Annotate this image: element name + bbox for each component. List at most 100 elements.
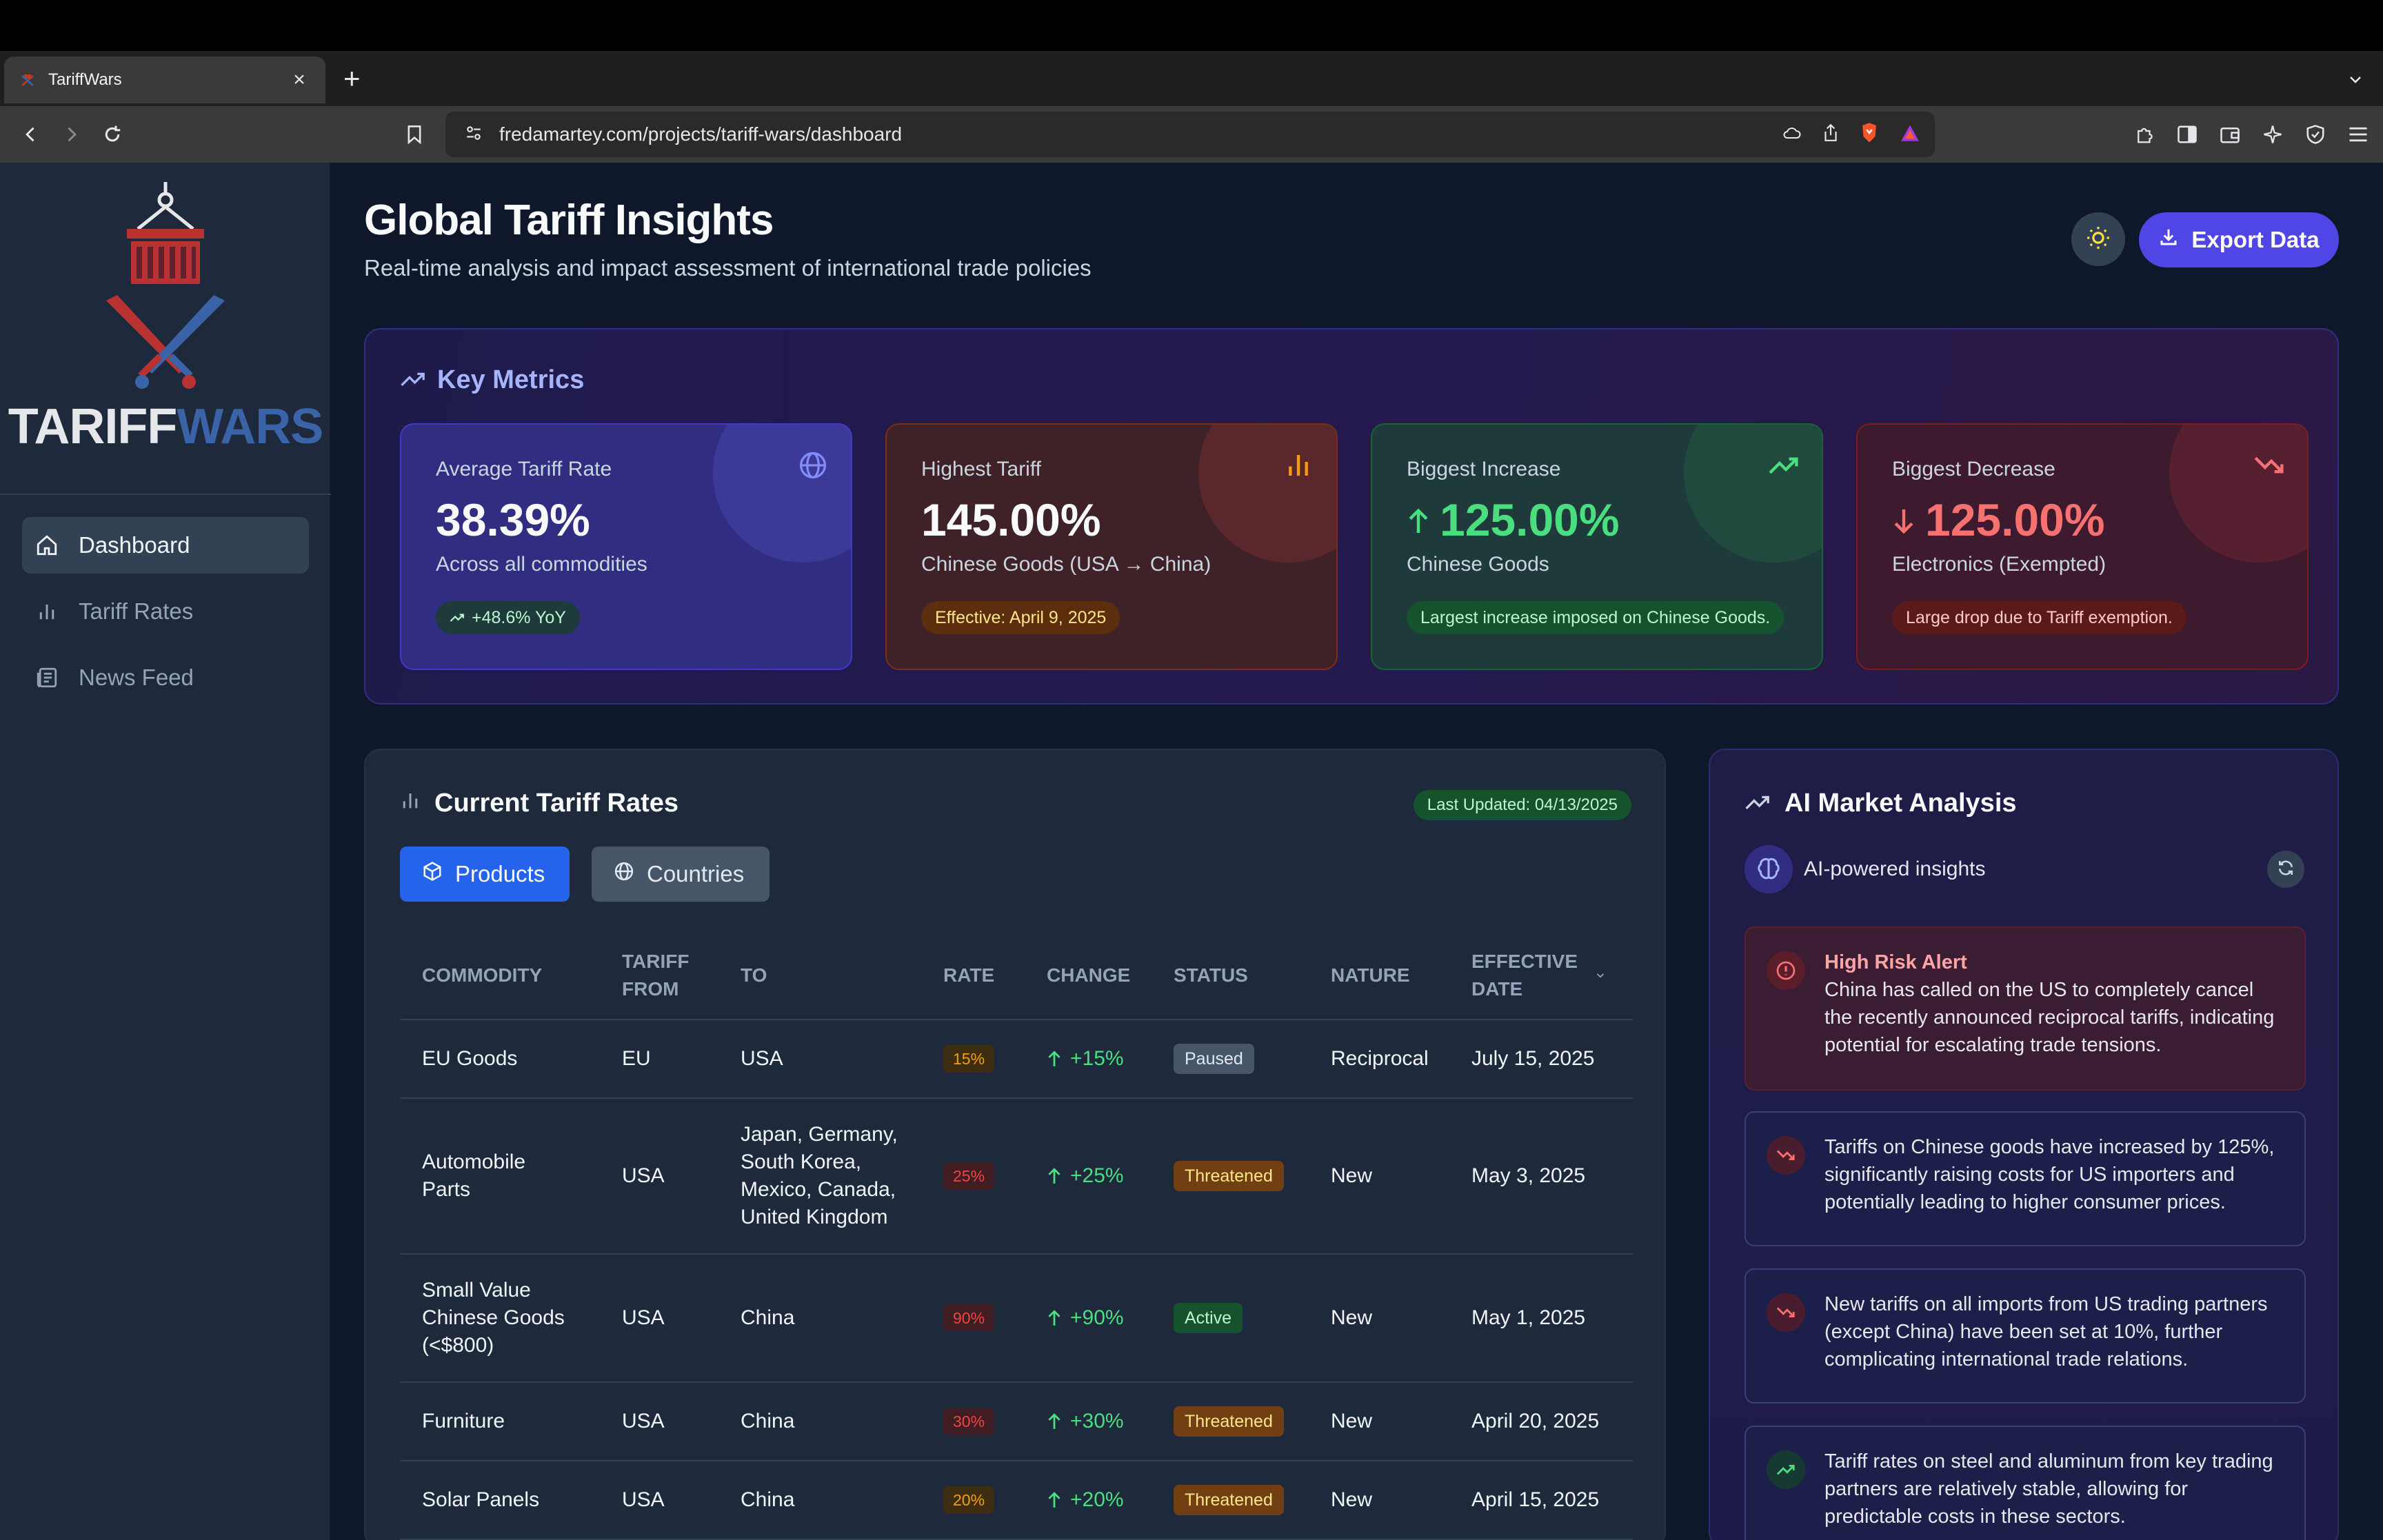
cell-date: May 1, 2025 bbox=[1471, 1306, 1586, 1329]
cell-date: April 15, 2025 bbox=[1471, 1488, 1600, 1511]
new-tab-button[interactable]: + bbox=[343, 62, 361, 94]
cell-date: May 3, 2025 bbox=[1471, 1164, 1586, 1187]
cell-from: USA bbox=[622, 1410, 665, 1432]
column-header[interactable]: EFFECTIVE DATE bbox=[1471, 951, 1578, 1000]
tab-products[interactable]: Products bbox=[400, 847, 570, 902]
cell-commodity: Small Value Chinese Goods (<$800) bbox=[422, 1279, 565, 1357]
wallet-icon[interactable] bbox=[2215, 119, 2245, 150]
metric-subtext: Electronics (Exempted) bbox=[1892, 553, 2107, 576]
cell-to: USA bbox=[741, 1047, 783, 1070]
table-row[interactable]: Solar Panels USA China 20% +20% Threaten… bbox=[400, 1461, 1633, 1540]
metric-pill: Effective: April 9, 2025 bbox=[921, 601, 1120, 634]
status-badge: Threatened bbox=[1174, 1161, 1284, 1191]
metric-value: 145.00% bbox=[921, 494, 1101, 545]
insight-text: Tariffs on Chinese goods have increased … bbox=[1824, 1136, 2275, 1213]
tab-strip: TariffWars × + bbox=[0, 51, 2383, 106]
cell-from: EU bbox=[622, 1047, 651, 1070]
refresh-icon bbox=[2275, 858, 2296, 882]
reload-icon[interactable] bbox=[95, 117, 130, 152]
key-metrics-section: Key Metrics Average Tariff Rate 38.39% A… bbox=[364, 328, 2339, 705]
sort-chevron-icon[interactable] bbox=[1594, 931, 1607, 1020]
newspaper-icon bbox=[33, 664, 61, 691]
metric-card-highest-tariff: Highest Tariff 145.00% Chinese Goods (US… bbox=[885, 423, 1338, 670]
trending-down-icon bbox=[1767, 1293, 1805, 1332]
insight-card-alert: High Risk Alert China has called on the … bbox=[1744, 926, 2306, 1091]
metric-pill: Large drop due to Tariff exemption. bbox=[1892, 601, 2186, 634]
sidebar-item-dashboard[interactable]: Dashboard bbox=[22, 517, 309, 574]
cell-from: USA bbox=[622, 1488, 665, 1511]
download-icon bbox=[2158, 227, 2191, 253]
status-badge: Threatened bbox=[1174, 1485, 1284, 1515]
insight-text: China has called on the US to completely… bbox=[1824, 979, 2275, 1056]
export-label: Export Data bbox=[2191, 227, 2320, 252]
brave-rewards-icon[interactable] bbox=[1899, 123, 1921, 146]
browser-tab[interactable]: TariffWars × bbox=[4, 57, 325, 103]
metric-subtext: Across all commodities bbox=[436, 553, 647, 576]
cell-from: USA bbox=[622, 1306, 665, 1329]
arrow-up-icon bbox=[1048, 1051, 1060, 1066]
ai-analysis-panel: AI Market Analysis AI-powered insights H… bbox=[1709, 749, 2339, 1540]
leo-ai-icon[interactable] bbox=[2258, 119, 2288, 150]
sidebar-toggle-icon[interactable] bbox=[2172, 119, 2202, 150]
tab-list-chevron-icon[interactable] bbox=[2342, 66, 2369, 94]
insight-card: Tariffs on Chinese goods have increased … bbox=[1744, 1111, 2306, 1246]
share-icon[interactable] bbox=[1822, 123, 1840, 146]
tab-countries[interactable]: Countries bbox=[592, 847, 770, 902]
brave-shield-icon[interactable] bbox=[1859, 122, 1880, 148]
theme-toggle-button[interactable] bbox=[2071, 212, 2125, 266]
address-bar[interactable]: fredamartey.com/projects/tariff-wars/das… bbox=[445, 112, 1935, 157]
metric-value: 38.39% bbox=[436, 494, 590, 545]
cell-nature: Reciprocal bbox=[1331, 1047, 1429, 1070]
cell-nature: New bbox=[1331, 1410, 1373, 1432]
tab-title: TariffWars bbox=[48, 70, 122, 89]
cell-date: July 15, 2025 bbox=[1471, 1047, 1595, 1070]
arrow-down-icon bbox=[1892, 494, 1916, 546]
column-header[interactable]: TARIFF FROM bbox=[622, 951, 690, 1000]
os-menu-bar bbox=[0, 0, 2383, 51]
refresh-button[interactable] bbox=[2267, 851, 2304, 888]
vpn-icon[interactable] bbox=[2300, 119, 2331, 150]
rate-badge: 25% bbox=[943, 1162, 995, 1190]
cell-nature: New bbox=[1331, 1306, 1373, 1329]
table-row[interactable]: Automobile Parts USA Japan, Germany, Sou… bbox=[400, 1099, 1633, 1255]
site-settings-icon[interactable] bbox=[465, 124, 483, 145]
table-row[interactable]: EU Goods EU USA 15% +15% Paused Reciproc… bbox=[400, 1020, 1633, 1099]
metric-label: Biggest Decrease bbox=[1892, 458, 2055, 480]
column-header[interactable]: COMMODITY bbox=[422, 964, 543, 986]
cloud-icon[interactable] bbox=[1782, 124, 1802, 145]
column-header[interactable]: RATE bbox=[943, 964, 995, 986]
export-data-button[interactable]: Export Data bbox=[2139, 212, 2339, 267]
column-header[interactable]: NATURE bbox=[1331, 964, 1410, 986]
sidebar-item-label: News Feed bbox=[79, 665, 194, 690]
sidebar-item-news-feed[interactable]: News Feed bbox=[22, 649, 309, 706]
bookmark-icon[interactable] bbox=[397, 117, 432, 152]
arrow-up-icon bbox=[1048, 1168, 1060, 1184]
page-subtitle: Real-time analysis and impact assessment… bbox=[364, 255, 1092, 281]
close-tab-icon[interactable]: × bbox=[293, 68, 305, 91]
arrow-up-icon bbox=[1048, 1310, 1060, 1326]
forward-icon[interactable] bbox=[54, 117, 88, 152]
alert-circle-icon bbox=[1767, 951, 1805, 990]
cell-commodity: Furniture bbox=[422, 1410, 505, 1432]
status-badge: Paused bbox=[1174, 1044, 1254, 1074]
table-row[interactable]: Small Value Chinese Goods (<$800) USA Ch… bbox=[400, 1255, 1633, 1383]
tariff-rates-panel: Current Tariff Rates Last Updated: 04/13… bbox=[364, 749, 1666, 1540]
metric-subtext: Chinese Goods (USA → China) bbox=[921, 553, 1211, 576]
arrow-up-icon bbox=[1048, 1492, 1060, 1508]
back-icon[interactable] bbox=[14, 117, 48, 152]
extensions-icon[interactable] bbox=[2129, 119, 2160, 150]
cell-change: +30% bbox=[1047, 1383, 1124, 1460]
metric-pill: +48.6% YoY bbox=[436, 601, 580, 634]
insight-text: Tariff rates on steel and aluminum from … bbox=[1824, 1450, 2273, 1528]
menu-icon[interactable] bbox=[2343, 119, 2373, 150]
column-header[interactable]: STATUS bbox=[1174, 964, 1248, 986]
sidebar-item-tariff-rates[interactable]: Tariff Rates bbox=[22, 583, 309, 640]
table-row[interactable]: Furniture USA China 30% +30% Threatened … bbox=[400, 1383, 1633, 1461]
bar-chart-icon bbox=[1281, 448, 1316, 483]
status-badge: Active bbox=[1174, 1303, 1243, 1333]
column-header[interactable]: CHANGE bbox=[1047, 964, 1131, 986]
cell-change: +15% bbox=[1047, 1020, 1124, 1097]
column-header[interactable]: TO bbox=[741, 964, 767, 986]
logo-wordmark: TARIFFWARS bbox=[8, 399, 324, 454]
tariff-table: COMMODITY TARIFF FROM TO RATE CHANGE STA… bbox=[400, 931, 1633, 1540]
